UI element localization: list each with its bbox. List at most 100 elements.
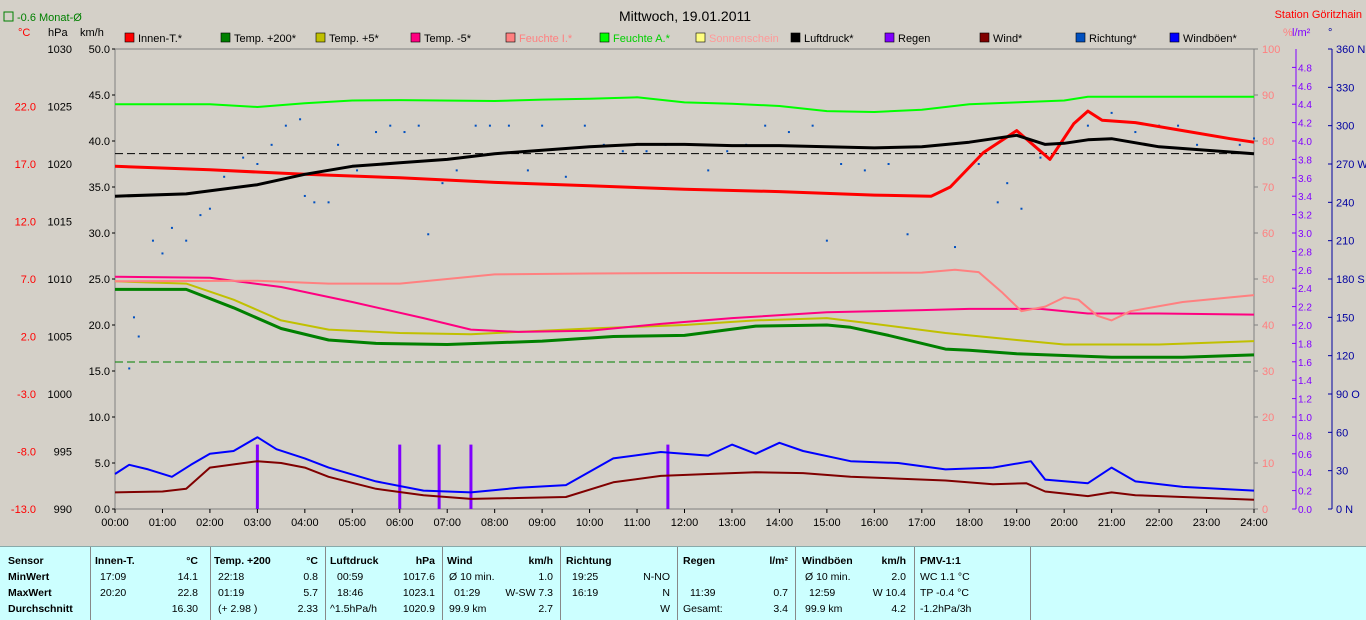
legend-label: Temp. +200* <box>234 33 297 45</box>
direction-point <box>1006 182 1009 185</box>
direction-point <box>787 131 790 134</box>
rain-bar <box>666 444 670 509</box>
kmh-tick-label: 45.0 <box>89 90 110 102</box>
rain-tick-label: 2.8 <box>1298 247 1312 258</box>
rain-tick-label: 2.4 <box>1298 284 1312 295</box>
station-name: Station Göritzhain <box>1275 9 1362 21</box>
rain-tick-label: 0.8 <box>1298 431 1312 442</box>
richtung-avg: W <box>660 603 670 615</box>
monat-icon <box>3 11 14 22</box>
direction-point <box>313 201 316 204</box>
direction-point <box>564 175 567 178</box>
pct-tick-label: 50 <box>1262 274 1274 286</box>
unit-temp: °C <box>18 27 30 39</box>
regen-title: Regen <box>683 555 716 567</box>
series-line-windb-en- <box>114 436 1255 494</box>
kmh-tick-label: 25.0 <box>89 274 110 286</box>
legend-swatch <box>410 32 421 43</box>
time-tick-label: 20:00 <box>1050 517 1078 529</box>
direction-point <box>507 124 510 127</box>
rain-tick-label: 3.0 <box>1298 229 1312 240</box>
axes: 22.017.012.07.02.0-3.0-8.0-13.0103010251… <box>11 44 1366 529</box>
luft-avg: 1020.9 <box>402 603 435 615</box>
kmh-tick-label: 10.0 <box>89 412 110 424</box>
innen-title: Innen-T. <box>95 555 135 567</box>
rain-tick-label: 1.4 <box>1298 376 1312 387</box>
boeen-avg: 4.2 <box>891 603 906 615</box>
temp-title: Temp. +200 <box>214 555 271 567</box>
direction-point <box>488 124 491 127</box>
wind-max-time: 01:29 <box>454 587 481 599</box>
unit-pct: % <box>1283 27 1293 39</box>
legend-label: Temp. +5* <box>329 33 380 45</box>
innen-unit: °C <box>186 555 198 567</box>
regen-unit: l/m² <box>769 555 788 567</box>
direction-tick-label: 210 <box>1336 236 1354 248</box>
temp-tick-label: -8.0 <box>17 447 36 459</box>
temp-tick-label: 17.0 <box>15 159 36 171</box>
hpa-tick-label: 1000 <box>48 389 72 401</box>
temp-tick-label: -13.0 <box>11 504 36 516</box>
direction-tick-label: 60 <box>1336 427 1348 439</box>
hpa-tick-label: 1020 <box>48 159 72 171</box>
pct-tick-label: 0 <box>1262 504 1268 516</box>
direction-tick-label: 120 <box>1336 351 1354 363</box>
direction-point <box>137 335 140 338</box>
direction-point <box>1020 207 1023 210</box>
direction-point <box>128 367 131 370</box>
luft-max-time: 18:46 <box>337 587 364 599</box>
kmh-tick-label: 30.0 <box>89 228 110 240</box>
direction-point <box>707 169 710 172</box>
divider <box>210 547 211 620</box>
direction-point <box>161 252 164 255</box>
time-tick-label: 24:00 <box>1240 517 1268 529</box>
kmh-tick-label: 40.0 <box>89 136 110 148</box>
direction-point <box>1086 124 1089 127</box>
temp-tick-label: -3.0 <box>17 389 36 401</box>
richtung-min-time: 19:25 <box>572 571 599 583</box>
legend-swatch <box>599 32 610 43</box>
rain-tick-label: 4.6 <box>1298 82 1312 93</box>
rain-bar <box>398 444 402 509</box>
rain-tick-label: 2.6 <box>1298 266 1312 277</box>
direction-point <box>996 201 999 204</box>
direction-point <box>954 246 957 249</box>
time-tick-label: 22:00 <box>1145 517 1173 529</box>
unit-kmh: km/h <box>80 27 104 39</box>
direction-point <box>1110 111 1113 114</box>
direction-point <box>863 169 866 172</box>
hpa-tick-label: 1010 <box>48 274 72 286</box>
innen-min-time: 17:09 <box>100 571 127 583</box>
pct-tick-label: 100 <box>1262 44 1280 56</box>
series-line-feuchte-i- <box>114 268 1255 322</box>
direction-point <box>284 124 287 127</box>
luft-unit: hPa <box>415 555 435 567</box>
direction-point <box>441 182 444 185</box>
direction-point <box>303 194 306 197</box>
time-tick-label: 03:00 <box>244 517 272 529</box>
richtung-title: Richtung <box>566 555 612 567</box>
direction-point <box>337 143 340 146</box>
rain-tick-label: 3.4 <box>1298 192 1312 203</box>
rain-tick-label: 4.2 <box>1298 119 1312 130</box>
innen-max-time: 20:20 <box>100 587 127 599</box>
time-tick-label: 17:00 <box>908 517 936 529</box>
legend-swatch <box>220 32 231 43</box>
pct-tick-label: 90 <box>1262 90 1274 102</box>
innen-avg: 16.30 <box>171 603 198 615</box>
luft-min-time: 00:59 <box>337 571 364 583</box>
direction-point <box>887 163 890 165</box>
direction-point <box>242 156 245 159</box>
temp-avg: 2.33 <box>297 603 318 615</box>
direction-point <box>170 226 173 229</box>
rain-tick-label: 2.2 <box>1298 303 1312 314</box>
direction-tick-label: 0 N <box>1336 504 1353 516</box>
direction-point <box>199 214 202 217</box>
richtung-max-value: N <box>662 587 670 599</box>
wind-avg: 2.7 <box>538 603 553 615</box>
time-tick-label: 10:00 <box>576 517 604 529</box>
pmv-dewpoint: TP -0.4 °C <box>920 587 969 599</box>
luft-title: Luftdruck <box>330 555 379 567</box>
rain-tick-label: 3.2 <box>1298 211 1312 222</box>
luft-avg-label: ^1.5hPa/h <box>330 603 377 615</box>
